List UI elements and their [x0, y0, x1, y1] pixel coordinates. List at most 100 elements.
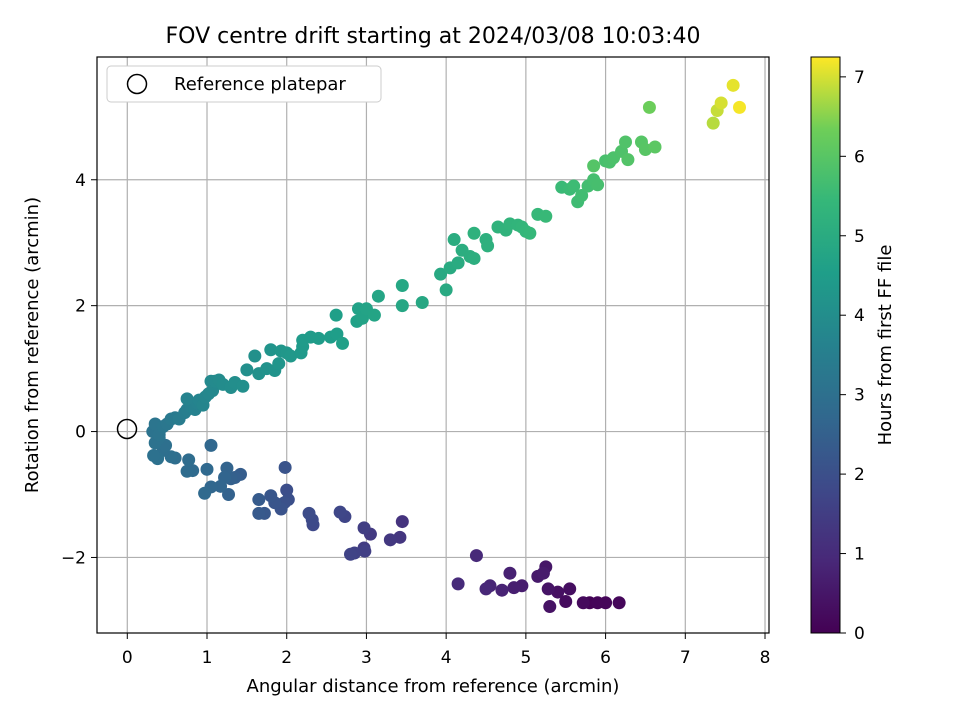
colorbar-gradient [810, 56, 841, 634]
data-point [536, 566, 550, 580]
data-point [439, 283, 453, 297]
data-point [543, 600, 557, 614]
colorbar: 0 1 2 3 4 5 6 7 Hours from first FF file [810, 56, 896, 644]
data-point [371, 289, 385, 303]
data-point [312, 331, 326, 345]
data-point [236, 379, 250, 393]
colorbar-tick-label: 1 [854, 545, 865, 565]
data-point [451, 577, 465, 591]
data-point [302, 506, 316, 520]
data-point [612, 596, 626, 610]
data-point [495, 583, 509, 597]
data-point [599, 596, 613, 610]
colorbar-tick-label: 0 [854, 624, 865, 644]
data-point [222, 488, 236, 502]
data-point [619, 135, 633, 149]
x-tick-label: 8 [760, 648, 771, 668]
data-point [248, 349, 262, 363]
data-point [329, 308, 343, 322]
data-point [395, 299, 409, 313]
data-point [252, 506, 266, 520]
data-point [642, 100, 656, 114]
data-point [523, 226, 537, 240]
x-tick-label: 7 [680, 648, 691, 668]
data-point [180, 392, 194, 406]
data-point [706, 116, 720, 130]
data-point [467, 226, 481, 240]
data-point [264, 343, 278, 357]
data-point [358, 544, 372, 558]
y-tick-label: 4 [75, 171, 86, 191]
legend-reference-marker [126, 73, 148, 95]
data-point [357, 521, 371, 535]
data-point [563, 582, 577, 596]
colorbar-tick-label: 3 [854, 386, 865, 406]
data-point [503, 566, 517, 580]
data-point [447, 233, 461, 247]
data-point [198, 486, 212, 500]
plot-frame [96, 56, 770, 634]
data-point [343, 547, 357, 561]
data-point [200, 462, 214, 476]
data-point [204, 438, 218, 452]
colorbar-tick-label: 2 [854, 465, 865, 485]
data-point [733, 100, 747, 114]
data-point [541, 582, 555, 596]
data-point [330, 327, 344, 341]
colorbar-tick-label: 4 [854, 306, 865, 326]
reference-marker [116, 418, 138, 440]
data-point [481, 239, 495, 253]
data-point [336, 336, 350, 350]
x-axis-label: Angular distance from reference (arcmin) [247, 676, 620, 697]
legend-entry: Reference platepar [174, 74, 346, 95]
data-point [333, 505, 347, 519]
colorbar-tick-label: 5 [854, 227, 865, 247]
data-point [240, 363, 254, 377]
data-point [539, 209, 553, 223]
data-point [567, 179, 581, 193]
grid-lines [97, 57, 769, 633]
data-point [180, 464, 194, 478]
data-point [726, 78, 740, 92]
data-points [146, 78, 747, 614]
y-tick-label: −2 [61, 548, 86, 568]
colorbar-tick-label: 6 [854, 147, 865, 167]
data-point [479, 582, 493, 596]
data-point [415, 296, 429, 310]
x-tick-label: 5 [520, 648, 531, 668]
data-point [621, 153, 635, 167]
chart-title: FOV centre drift starting at 2024/03/08 … [166, 24, 701, 49]
data-point [648, 140, 662, 154]
data-point [147, 448, 161, 462]
data-point [559, 595, 573, 609]
data-point [451, 256, 465, 270]
data-point [182, 453, 196, 467]
data-point [278, 460, 292, 474]
colorbar-tick-label: 7 [854, 68, 865, 88]
data-point [576, 596, 590, 610]
data-point [395, 279, 409, 293]
y-tick-label: 0 [75, 423, 86, 443]
colorbar-ticks: 0 1 2 3 4 5 6 7 [840, 68, 865, 644]
data-point [507, 581, 521, 595]
y-axis-ticks: −2 0 2 4 [61, 171, 97, 568]
x-tick-label: 2 [281, 648, 292, 668]
data-point [264, 489, 278, 503]
y-axis-label: Rotation from reference (arcmin) [22, 197, 43, 493]
x-tick-label: 6 [600, 648, 611, 668]
data-point [272, 357, 286, 371]
x-tick-label: 0 [122, 648, 133, 668]
data-point [575, 188, 589, 202]
data-point [714, 96, 728, 110]
data-point [469, 549, 483, 563]
colorbar-label: Hours from first FF file [875, 245, 896, 446]
legend: Reference platepar [106, 65, 382, 103]
data-point [214, 479, 228, 493]
data-point [395, 515, 409, 529]
legend-box [106, 65, 382, 103]
data-point [434, 267, 448, 281]
data-point [591, 178, 605, 192]
x-tick-label: 1 [202, 648, 213, 668]
x-axis-ticks: 0 1 2 3 4 5 6 7 8 [122, 633, 771, 668]
